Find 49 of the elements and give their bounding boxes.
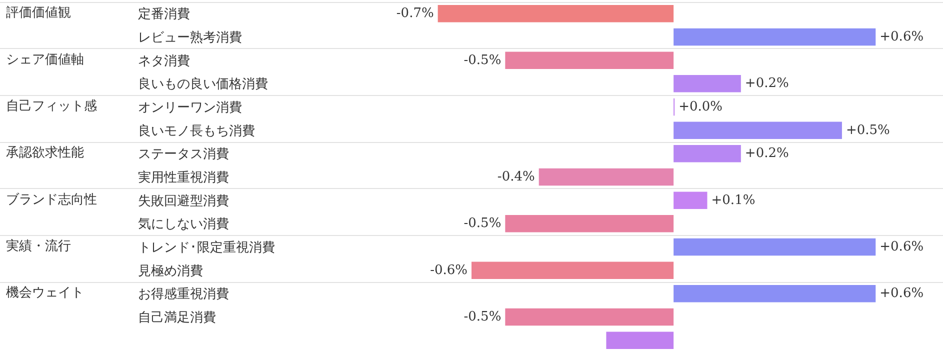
annotation: 承認欲求性能	[6, 144, 84, 160]
data-label: -0.5%	[464, 216, 502, 232]
y-tick-label: オンリーワン消費	[138, 100, 242, 114]
data-label: -0.6%	[430, 262, 468, 278]
bar	[538, 168, 674, 186]
bar	[472, 262, 674, 279]
bar	[674, 285, 876, 302]
data-label: +0.1%	[711, 192, 756, 208]
y-tick-label: 気にしない消費	[138, 216, 229, 232]
data-label: +0.6%	[880, 286, 924, 302]
annotation: 機会ウェイト	[6, 284, 84, 300]
y-tick-label: 良いもの良い価格消費	[138, 76, 268, 92]
annotation: 評価価値観	[6, 4, 71, 20]
y-tick-label: 見極め消費	[138, 262, 203, 278]
bar	[674, 145, 741, 162]
bar	[505, 215, 674, 232]
data-label: +0.6%	[880, 240, 924, 254]
y-tick-label: 失敗回避型消費	[138, 192, 229, 208]
data-label: -0.5%	[464, 310, 502, 324]
bar	[606, 332, 674, 349]
bar	[674, 28, 876, 46]
bar	[674, 192, 708, 209]
bar	[674, 122, 842, 139]
y-tick-label: 自己満足消費	[138, 310, 216, 324]
annotation: 自己フィット感	[6, 98, 97, 113]
y-tick-label: 実用性重視消費	[138, 170, 229, 184]
y-tick-label: トレンド･限定重視消費	[138, 240, 275, 254]
data-label: +0.2%	[744, 146, 789, 162]
bar	[438, 5, 674, 22]
bar	[505, 52, 674, 69]
data-label: -0.7%	[396, 6, 434, 22]
y-tick-label: ネタ消費	[138, 52, 190, 68]
annotation: 実績・流行	[6, 238, 71, 253]
annotation: シェア価値軸	[6, 51, 84, 66]
data-label: +0.5%	[846, 122, 890, 138]
data-label: +0.2%	[744, 76, 789, 92]
bar	[674, 238, 876, 256]
y-tick-label: 良いモノ長もち消費	[138, 122, 255, 138]
y-tick-label: お得感重視消費	[138, 286, 229, 302]
data-label: -0.4%	[497, 170, 535, 184]
data-label: +0.0%	[678, 100, 722, 114]
annotation: ブランド志向性	[6, 191, 97, 206]
y-tick-label: ステータス消費	[138, 146, 229, 162]
data-label: -0.5%	[464, 52, 502, 68]
data-label: +0.6%	[880, 30, 924, 44]
bar	[674, 75, 741, 92]
y-tick-label: レビュー熟考消費	[138, 30, 242, 44]
y-tick-label: 定番消費	[138, 6, 190, 22]
bar	[505, 308, 674, 326]
